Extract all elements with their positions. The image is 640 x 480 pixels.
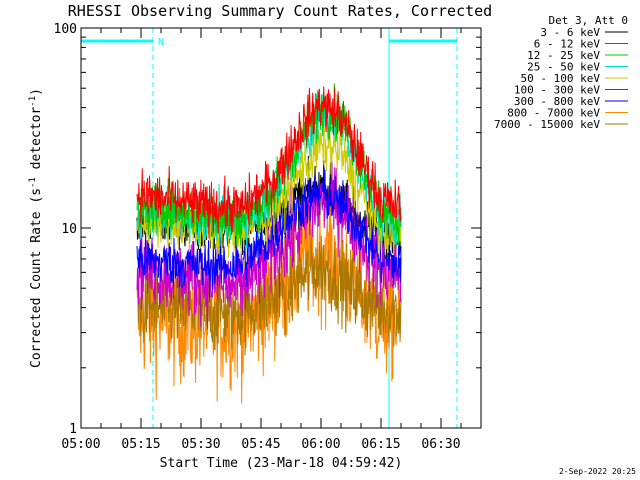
legend-label: 100 - 300 keV [514, 84, 600, 97]
x-tick-label: 05:30 [181, 437, 220, 452]
y-axis-label-exp1: -1 [28, 177, 38, 188]
x-tick-label: 06:30 [421, 437, 460, 452]
chart-title: RHESSI Observing Summary Count Rates, Co… [68, 2, 492, 20]
y-axis-label-end: ) [29, 88, 44, 96]
y-tick-label: 10 [61, 222, 77, 237]
y-tick-label: 1 [69, 422, 77, 437]
legend-label: 7000 - 15000 keV [494, 118, 600, 131]
y-axis-label-exp2: -1 [28, 96, 38, 107]
y-tick-label: 100 [54, 22, 77, 37]
legend-label: 12 - 25 keV [527, 49, 600, 62]
series-line [136, 86, 402, 239]
legend-label: 6 - 12 keV [534, 38, 601, 51]
x-tick-label: 06:15 [361, 437, 400, 452]
y-ticks: 1 10 100 [54, 22, 481, 437]
x-ticks: 05:00 05:15 05:30 05:45 06:00 06:15 06:30 [61, 28, 482, 452]
x-tick-label: 06:00 [301, 437, 340, 452]
legend-label: 3 - 6 keV [540, 26, 600, 39]
y-axis-label-main: Corrected Count Rate (s [29, 188, 44, 368]
x-tick-label: 05:15 [121, 437, 160, 452]
legend-label: 50 - 100 keV [521, 72, 601, 85]
series-line [136, 167, 402, 297]
legend-label: 300 - 800 keV [514, 95, 600, 108]
x-axis-label: Start Time (23-Mar-18 04:59:42) [160, 456, 403, 471]
night-marker-label: N [158, 37, 164, 48]
x-tick-label: 05:00 [61, 437, 100, 452]
x-tick-label: 05:45 [241, 437, 280, 452]
legend-label: 25 - 50 keV [527, 61, 600, 74]
legend-header: Det 3, Att 0 [549, 14, 628, 27]
y-axis-label-mid: detector [29, 107, 44, 178]
date-stamp: 2-Sep-2022 20:25 [559, 467, 636, 476]
plot-area: N [80, 28, 458, 428]
legend-label: 800 - 7000 keV [507, 107, 600, 120]
y-axis-label: Corrected Count Rate (s-1 detector-1) [28, 88, 44, 368]
